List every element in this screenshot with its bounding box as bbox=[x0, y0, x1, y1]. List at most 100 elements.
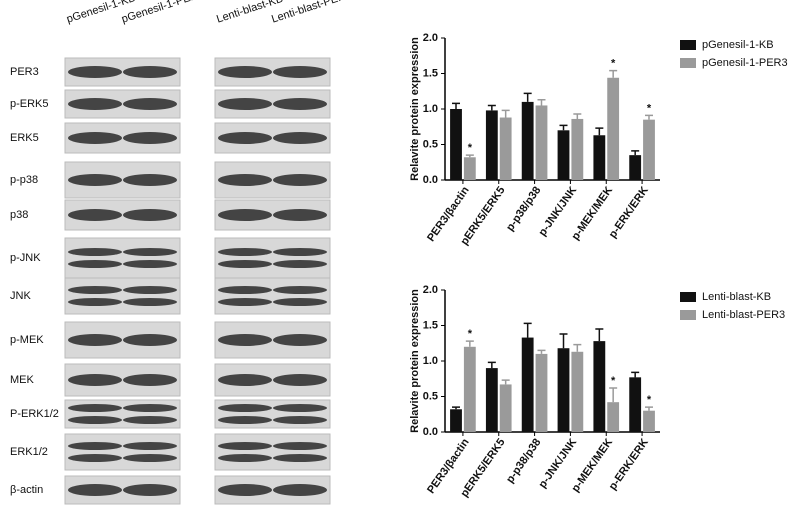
error-bar bbox=[465, 340, 474, 347]
error-bar bbox=[631, 371, 640, 378]
error-bar bbox=[609, 69, 618, 78]
bar bbox=[593, 341, 606, 432]
band bbox=[68, 286, 122, 294]
bar bbox=[463, 157, 476, 180]
bar bbox=[450, 409, 462, 432]
band bbox=[68, 174, 122, 186]
band bbox=[68, 484, 122, 496]
band bbox=[273, 454, 327, 462]
error-bar bbox=[487, 361, 496, 369]
error-bar bbox=[644, 114, 653, 120]
x-tick-label: p-p38/p38 bbox=[504, 185, 543, 234]
significance: * bbox=[468, 328, 473, 340]
blot-box bbox=[64, 277, 181, 315]
band bbox=[218, 174, 272, 186]
row-label: ERK5 bbox=[10, 132, 39, 144]
band bbox=[218, 286, 272, 294]
error-bar bbox=[595, 127, 604, 136]
y-tick-label: 0.5 bbox=[423, 390, 438, 402]
bar bbox=[499, 384, 512, 432]
legend-swatch bbox=[680, 310, 696, 320]
band bbox=[218, 248, 272, 256]
bar bbox=[607, 77, 620, 180]
band bbox=[123, 132, 177, 144]
band bbox=[123, 209, 177, 221]
row-label: β-actin bbox=[10, 484, 43, 496]
bar bbox=[643, 410, 655, 432]
band bbox=[218, 66, 272, 78]
band bbox=[218, 374, 272, 386]
legend-label: pGenesil-1-PER3 bbox=[702, 57, 788, 69]
y-tick-label: 0.5 bbox=[423, 138, 438, 150]
blot-box bbox=[214, 277, 331, 315]
band bbox=[273, 174, 327, 186]
row-label: p-MEK bbox=[10, 334, 44, 346]
band bbox=[123, 298, 177, 306]
band bbox=[218, 454, 272, 462]
band bbox=[123, 484, 177, 496]
band bbox=[218, 484, 272, 496]
blot-box bbox=[214, 237, 331, 279]
band bbox=[68, 416, 122, 424]
band bbox=[68, 248, 122, 256]
band bbox=[68, 66, 122, 78]
row-label: MEK bbox=[10, 374, 35, 386]
band bbox=[218, 98, 272, 110]
band bbox=[68, 209, 122, 221]
bar bbox=[557, 130, 570, 180]
blot-box bbox=[64, 399, 181, 429]
error-bar bbox=[559, 333, 568, 349]
band bbox=[123, 334, 177, 346]
band bbox=[273, 209, 327, 221]
y-tick-label: 1.0 bbox=[423, 355, 438, 367]
row-label: p-JNK bbox=[10, 252, 41, 264]
band bbox=[123, 174, 177, 186]
error-bar bbox=[452, 406, 461, 410]
band bbox=[273, 334, 327, 346]
row-label: PER3 bbox=[10, 66, 39, 78]
band bbox=[218, 260, 272, 268]
band bbox=[123, 374, 177, 386]
x-tick-label: p-p38/p38 bbox=[504, 437, 543, 486]
band bbox=[273, 248, 327, 256]
row-label: p-p38 bbox=[10, 174, 38, 186]
row-label: P-ERK1/2 bbox=[10, 408, 59, 420]
bar bbox=[571, 118, 584, 180]
error-bar bbox=[644, 406, 653, 411]
band bbox=[68, 98, 122, 110]
error-bar bbox=[501, 109, 510, 118]
error-bar bbox=[631, 150, 640, 156]
band bbox=[273, 66, 327, 78]
band bbox=[68, 454, 122, 462]
band bbox=[68, 298, 122, 306]
error-bar bbox=[523, 322, 532, 338]
significance: * bbox=[647, 102, 652, 114]
bar bbox=[485, 368, 498, 432]
bar bbox=[450, 109, 462, 180]
legend-label: Lenti-blast-KB bbox=[702, 291, 771, 303]
blot-box bbox=[214, 433, 331, 471]
y-tick-label: 2.0 bbox=[423, 32, 438, 44]
band bbox=[273, 286, 327, 294]
bar bbox=[629, 155, 642, 180]
y-tick-label: 0.0 bbox=[423, 426, 438, 438]
error-bar bbox=[523, 92, 532, 102]
bar bbox=[593, 135, 606, 180]
band bbox=[273, 416, 327, 424]
bar bbox=[643, 119, 655, 180]
legend-swatch bbox=[680, 58, 696, 68]
significance: * bbox=[611, 58, 616, 70]
band bbox=[68, 442, 122, 450]
bar bbox=[535, 105, 548, 180]
bar bbox=[521, 337, 534, 432]
band bbox=[273, 374, 327, 386]
band bbox=[273, 298, 327, 306]
bar bbox=[485, 110, 498, 180]
y-axis-label: Relavite protein expression bbox=[409, 289, 421, 433]
bar bbox=[535, 353, 548, 432]
error-bar bbox=[501, 379, 510, 385]
y-tick-label: 1.0 bbox=[423, 103, 438, 115]
error-bar bbox=[595, 328, 604, 342]
row-label: ERK1/2 bbox=[10, 446, 48, 458]
